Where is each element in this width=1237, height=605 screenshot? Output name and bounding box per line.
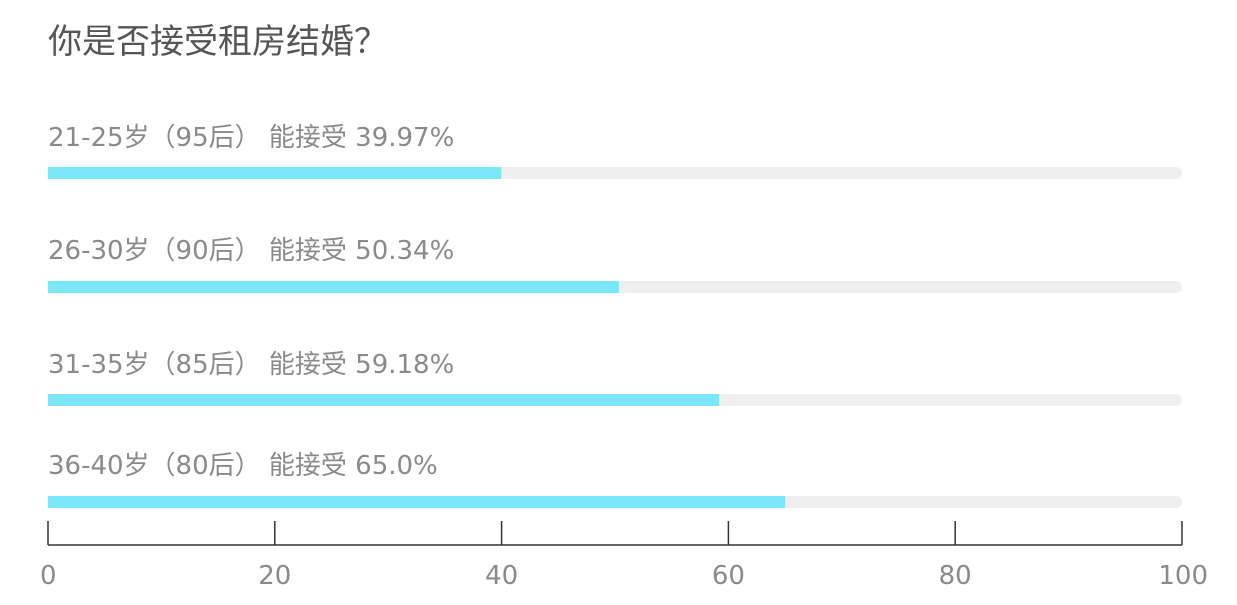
bar [48,394,720,406]
x-tick-label: 80 [939,561,972,591]
bar-label: 31-35岁（85后） 能接受 59.18% [48,350,454,380]
bar [48,167,502,179]
bar-label: 26-30岁（90后） 能接受 50.34% [48,236,454,266]
bar [48,281,619,293]
bar-label: 36-40岁（80后） 能接受 65.0% [48,451,438,481]
x-axis: 0 20 40 60 80 100 [40,521,1208,591]
x-tick-label: 100 [1158,561,1208,591]
x-tick-label: 60 [712,561,745,591]
x-tick-label: 0 [40,561,57,591]
x-tick-label: 20 [258,561,291,591]
bar [48,496,786,508]
chart-title: 你是否接受租房结婚？ [48,22,388,62]
bar-label: 21-25岁（95后） 能接受 39.97% [48,123,454,153]
x-tick-label: 40 [485,561,518,591]
bar-rows: 21-25岁（95后） 能接受 39.97% 26-30岁（90后） 能接受 50… [48,123,1182,508]
